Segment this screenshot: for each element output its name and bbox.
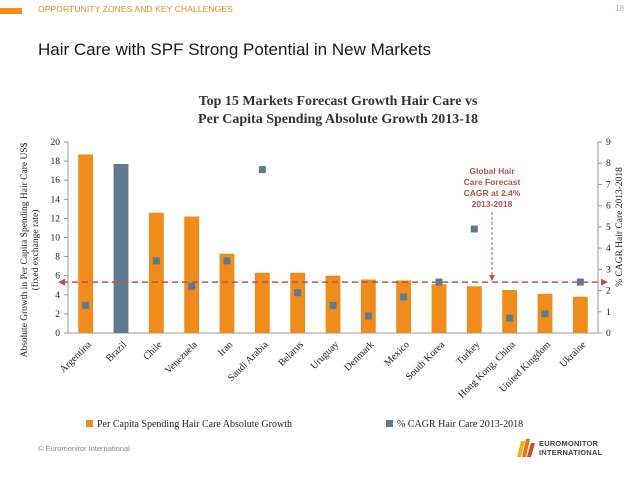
cagr-marker	[152, 257, 160, 265]
cagr-marker	[400, 293, 408, 301]
y-tick-label: 12	[51, 214, 61, 224]
y-tick-label: 8	[55, 253, 60, 263]
x-tick-label: Ukraine	[558, 339, 589, 370]
x-tick-label: Chile	[141, 339, 164, 362]
x-tick-label: Uruguay	[309, 339, 342, 372]
y-tick-label: 4	[55, 291, 60, 301]
x-tick-label: Venezuela	[163, 339, 200, 376]
cagr-marker	[470, 225, 478, 233]
y2-tick-label: 4	[606, 244, 611, 254]
reference-arrow-left-icon	[58, 278, 65, 286]
bar	[360, 279, 376, 333]
bar	[148, 212, 164, 333]
x-tick-label: Turkey	[455, 339, 483, 367]
annotation-arrow-icon	[489, 275, 495, 282]
annotation-line3: CAGR at 2.4%	[464, 188, 521, 198]
reference-line-group	[58, 212, 608, 286]
legend-label-marker: % CAGR Hair Care 2013-2018	[397, 419, 523, 430]
cagr-marker	[258, 166, 266, 174]
x-tick-label: Iran	[216, 339, 235, 358]
bar	[113, 163, 129, 333]
euromonitor-logo: EUROMONITOR INTERNATIONAL	[515, 438, 602, 463]
bar	[290, 272, 306, 333]
bar	[254, 272, 270, 333]
y-tick-label: 16	[51, 176, 61, 186]
legend-label-bar: Per Capita Spending Hair Care Absolute G…	[97, 419, 292, 430]
legend-swatch-bar	[86, 420, 93, 427]
annotation-line4: 2013-2018	[472, 199, 513, 209]
bar	[502, 290, 518, 333]
reference-arrow-right-icon	[601, 278, 608, 286]
y2-tick-label: 5	[606, 223, 611, 233]
cagr-marker	[364, 312, 372, 320]
chart-title-line2: Per Capita Spending Absolute Growth 2013…	[198, 112, 478, 127]
annotation-line1: Global Hair	[469, 166, 515, 176]
x-tick-label: Mexico	[382, 339, 411, 368]
bars	[78, 154, 588, 333]
y-tick-label: 14	[51, 195, 61, 205]
cagr-marker	[329, 301, 337, 309]
legend-swatch-marker	[386, 420, 393, 427]
y2-tick-label: 0	[606, 329, 611, 339]
cagr-marker	[435, 278, 443, 286]
legend: Per Capita Spending Hair Care Absolute G…	[86, 419, 523, 430]
y-axis-label: Absolute Growth in Per Capita Spending H…	[19, 142, 30, 357]
y-tick-label: 18	[51, 157, 61, 167]
bar	[219, 253, 235, 333]
logo-text-line1: EUROMONITOR	[539, 439, 599, 448]
logo-stripes-icon	[517, 439, 535, 457]
markers	[82, 166, 584, 322]
cagr-marker	[506, 314, 514, 322]
x-tick-label: Brazil	[104, 339, 129, 364]
y-tick-label: 20	[51, 138, 61, 148]
x-tick-label: South Korea	[404, 339, 448, 383]
y2-tick-label: 6	[606, 202, 611, 212]
y2-tick-label: 9	[606, 138, 611, 148]
y2-tick-label: 2	[606, 287, 611, 297]
cagr-marker	[576, 278, 584, 286]
x-tick-label: Denmark	[342, 339, 376, 373]
section-label: OPPORTUNITY ZONES AND KEY CHALLENGES	[38, 4, 233, 14]
page-number: 18	[615, 4, 624, 13]
bar	[184, 216, 200, 333]
logo-text-line2: INTERNATIONAL	[539, 448, 603, 457]
y2-tick-label: 8	[606, 159, 611, 169]
cagr-marker	[82, 301, 90, 309]
y2-tick-label: 7	[606, 180, 611, 190]
cagr-marker	[541, 310, 549, 318]
y2-tick-label: 1	[606, 308, 611, 318]
y2-tick-label: 3	[606, 265, 611, 275]
y-tick-label: 2	[55, 310, 60, 320]
chart-title-line1: Top 15 Markets Forecast Growth Hair Care…	[199, 94, 478, 109]
x-tick-label: Belarus	[276, 339, 305, 368]
annotation-line2: Care Forecast	[464, 177, 521, 187]
bar	[431, 284, 447, 333]
y-axis-label-sub: (fixed exchange rate)	[30, 210, 41, 291]
copyright-text: © Euromonitor International	[38, 444, 130, 453]
accent-bar	[0, 8, 22, 14]
y-tick-label: 10	[51, 234, 61, 244]
bar	[466, 286, 482, 333]
annotation: Global Hair Care Forecast CAGR at 2.4% 2…	[464, 166, 521, 209]
y-tick-label: 0	[55, 329, 60, 339]
page-title: Hair Care with SPF Strong Potential in N…	[38, 40, 432, 59]
bar	[572, 296, 588, 333]
y2-axis-label: % CAGR Hair Care 2013-2018	[615, 167, 625, 287]
bar	[78, 154, 94, 333]
cagr-marker	[188, 282, 196, 290]
cagr-marker	[294, 289, 302, 297]
bar	[396, 280, 412, 333]
y-tick-label: 6	[55, 272, 60, 282]
cagr-marker	[223, 257, 231, 265]
x-tick-label: Argentina	[58, 339, 94, 375]
